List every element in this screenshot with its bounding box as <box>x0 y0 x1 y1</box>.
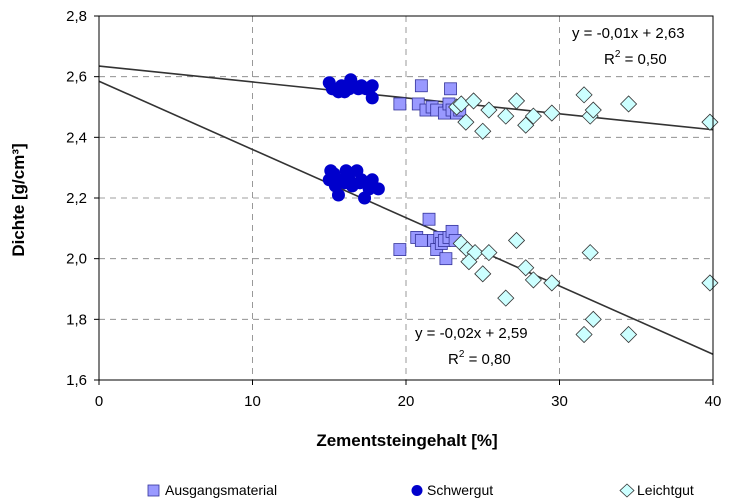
data-point-leichtgut <box>584 310 602 328</box>
data-point-leichtgut <box>543 274 561 292</box>
x-tick-label: 0 <box>95 393 103 410</box>
legend-label-ausgangsmaterial: Ausgangsmaterial <box>165 482 277 498</box>
data-point-ausgangsmaterial <box>414 79 428 93</box>
upper-r-squared: R2 = 0,50 <box>604 49 667 68</box>
data-point-schwergut <box>331 188 345 202</box>
points-layer <box>322 73 719 344</box>
lower-equation: y = -0,02x + 2,59 <box>415 325 528 342</box>
data-point-leichtgut <box>474 265 492 283</box>
data-point-leichtgut <box>497 289 515 307</box>
data-point-schwergut <box>371 182 385 196</box>
data-point-ausgangsmaterial <box>414 234 428 247</box>
upper-r-squared-r: R <box>604 51 615 68</box>
data-point-ausgangsmaterial <box>444 82 457 96</box>
data-point-leichtgut <box>581 244 599 262</box>
upper-r-squared-exp: 2 <box>615 49 621 60</box>
data-point-leichtgut <box>507 231 526 250</box>
legend: Ausgangsmaterial Schwergut Leichtgut <box>147 482 694 498</box>
upper-equation: y = -0,01x + 2,63 <box>572 25 685 42</box>
data-point-leichtgut <box>575 325 593 344</box>
x-tick-label: 10 <box>244 393 261 410</box>
data-point-schwergut <box>325 82 339 96</box>
data-point-leichtgut <box>460 253 478 271</box>
y-tick-label: 2,4 <box>66 129 87 146</box>
data-point-leichtgut <box>517 116 535 134</box>
y-tick-label: 2,2 <box>66 190 87 207</box>
data-point-schwergut <box>336 82 350 96</box>
lower-r-squared-value: = 0,80 <box>464 351 510 368</box>
data-point-leichtgut <box>575 86 593 104</box>
data-point-schwergut <box>365 91 379 105</box>
data-point-leichtgut <box>524 107 542 125</box>
legend-label-schwergut: Schwergut <box>427 482 493 498</box>
grid-layer <box>99 16 713 380</box>
lower-r-squared-r: R <box>448 351 459 368</box>
x-tick-label: 40 <box>705 393 722 410</box>
data-point-leichtgut <box>507 92 526 110</box>
data-point-schwergut <box>354 173 368 187</box>
legend-marker-ausgangsmaterial <box>147 484 160 497</box>
series-leichtgut <box>448 86 719 344</box>
data-point-schwergut <box>365 79 379 93</box>
x-axis-title: Zementsteingehalt [%] <box>316 431 497 450</box>
x-tick-label: 20 <box>398 393 415 410</box>
data-point-schwergut <box>338 176 352 190</box>
y-tick-label: 2,0 <box>66 251 87 268</box>
legend-label-leichtgut: Leichtgut <box>637 482 694 498</box>
data-point-ausgangsmaterial <box>393 243 407 256</box>
data-point-leichtgut <box>543 104 561 122</box>
upper-r-squared-value: = 0,50 <box>620 51 666 68</box>
tick-layer: 0 10 20 30 40 1,6 1,8 2,0 2,2 2,4 2,6 2,8 <box>66 8 721 410</box>
series-schwergut <box>322 73 385 205</box>
lower-r-squared: R2 = 0,80 <box>448 349 511 368</box>
legend-marker-schwergut <box>411 485 423 496</box>
data-point-ausgangsmaterial <box>439 252 453 266</box>
y-tick-label: 2,6 <box>66 69 87 86</box>
data-point-leichtgut <box>464 92 483 110</box>
data-point-ausgangsmaterial <box>422 212 436 226</box>
data-point-leichtgut <box>524 271 542 289</box>
data-point-leichtgut <box>480 244 498 262</box>
x-tick-label: 30 <box>551 393 568 410</box>
data-point-leichtgut <box>701 274 719 292</box>
trendline <box>98 80 714 355</box>
lower-r-squared-exp: 2 <box>459 349 465 360</box>
data-point-leichtgut <box>584 101 602 119</box>
y-tick-label: 1,6 <box>66 372 87 389</box>
data-point-leichtgut <box>701 113 719 131</box>
data-point-schwergut <box>324 164 338 178</box>
data-point-leichtgut <box>620 95 638 113</box>
legend-marker-leichtgut <box>619 483 635 498</box>
data-point-leichtgut <box>474 122 492 140</box>
y-tick-label: 1,8 <box>66 311 87 328</box>
data-point-leichtgut <box>497 107 515 125</box>
data-point-leichtgut <box>457 113 475 131</box>
data-point-ausgangsmaterial <box>393 97 407 111</box>
y-axis-title: Dichte [g/cm³] <box>9 143 28 256</box>
data-point-leichtgut <box>480 101 498 119</box>
data-point-leichtgut <box>620 325 638 344</box>
y-tick-label: 2,8 <box>66 8 87 25</box>
data-point-schwergut <box>365 173 379 187</box>
data-point-leichtgut <box>517 259 535 277</box>
